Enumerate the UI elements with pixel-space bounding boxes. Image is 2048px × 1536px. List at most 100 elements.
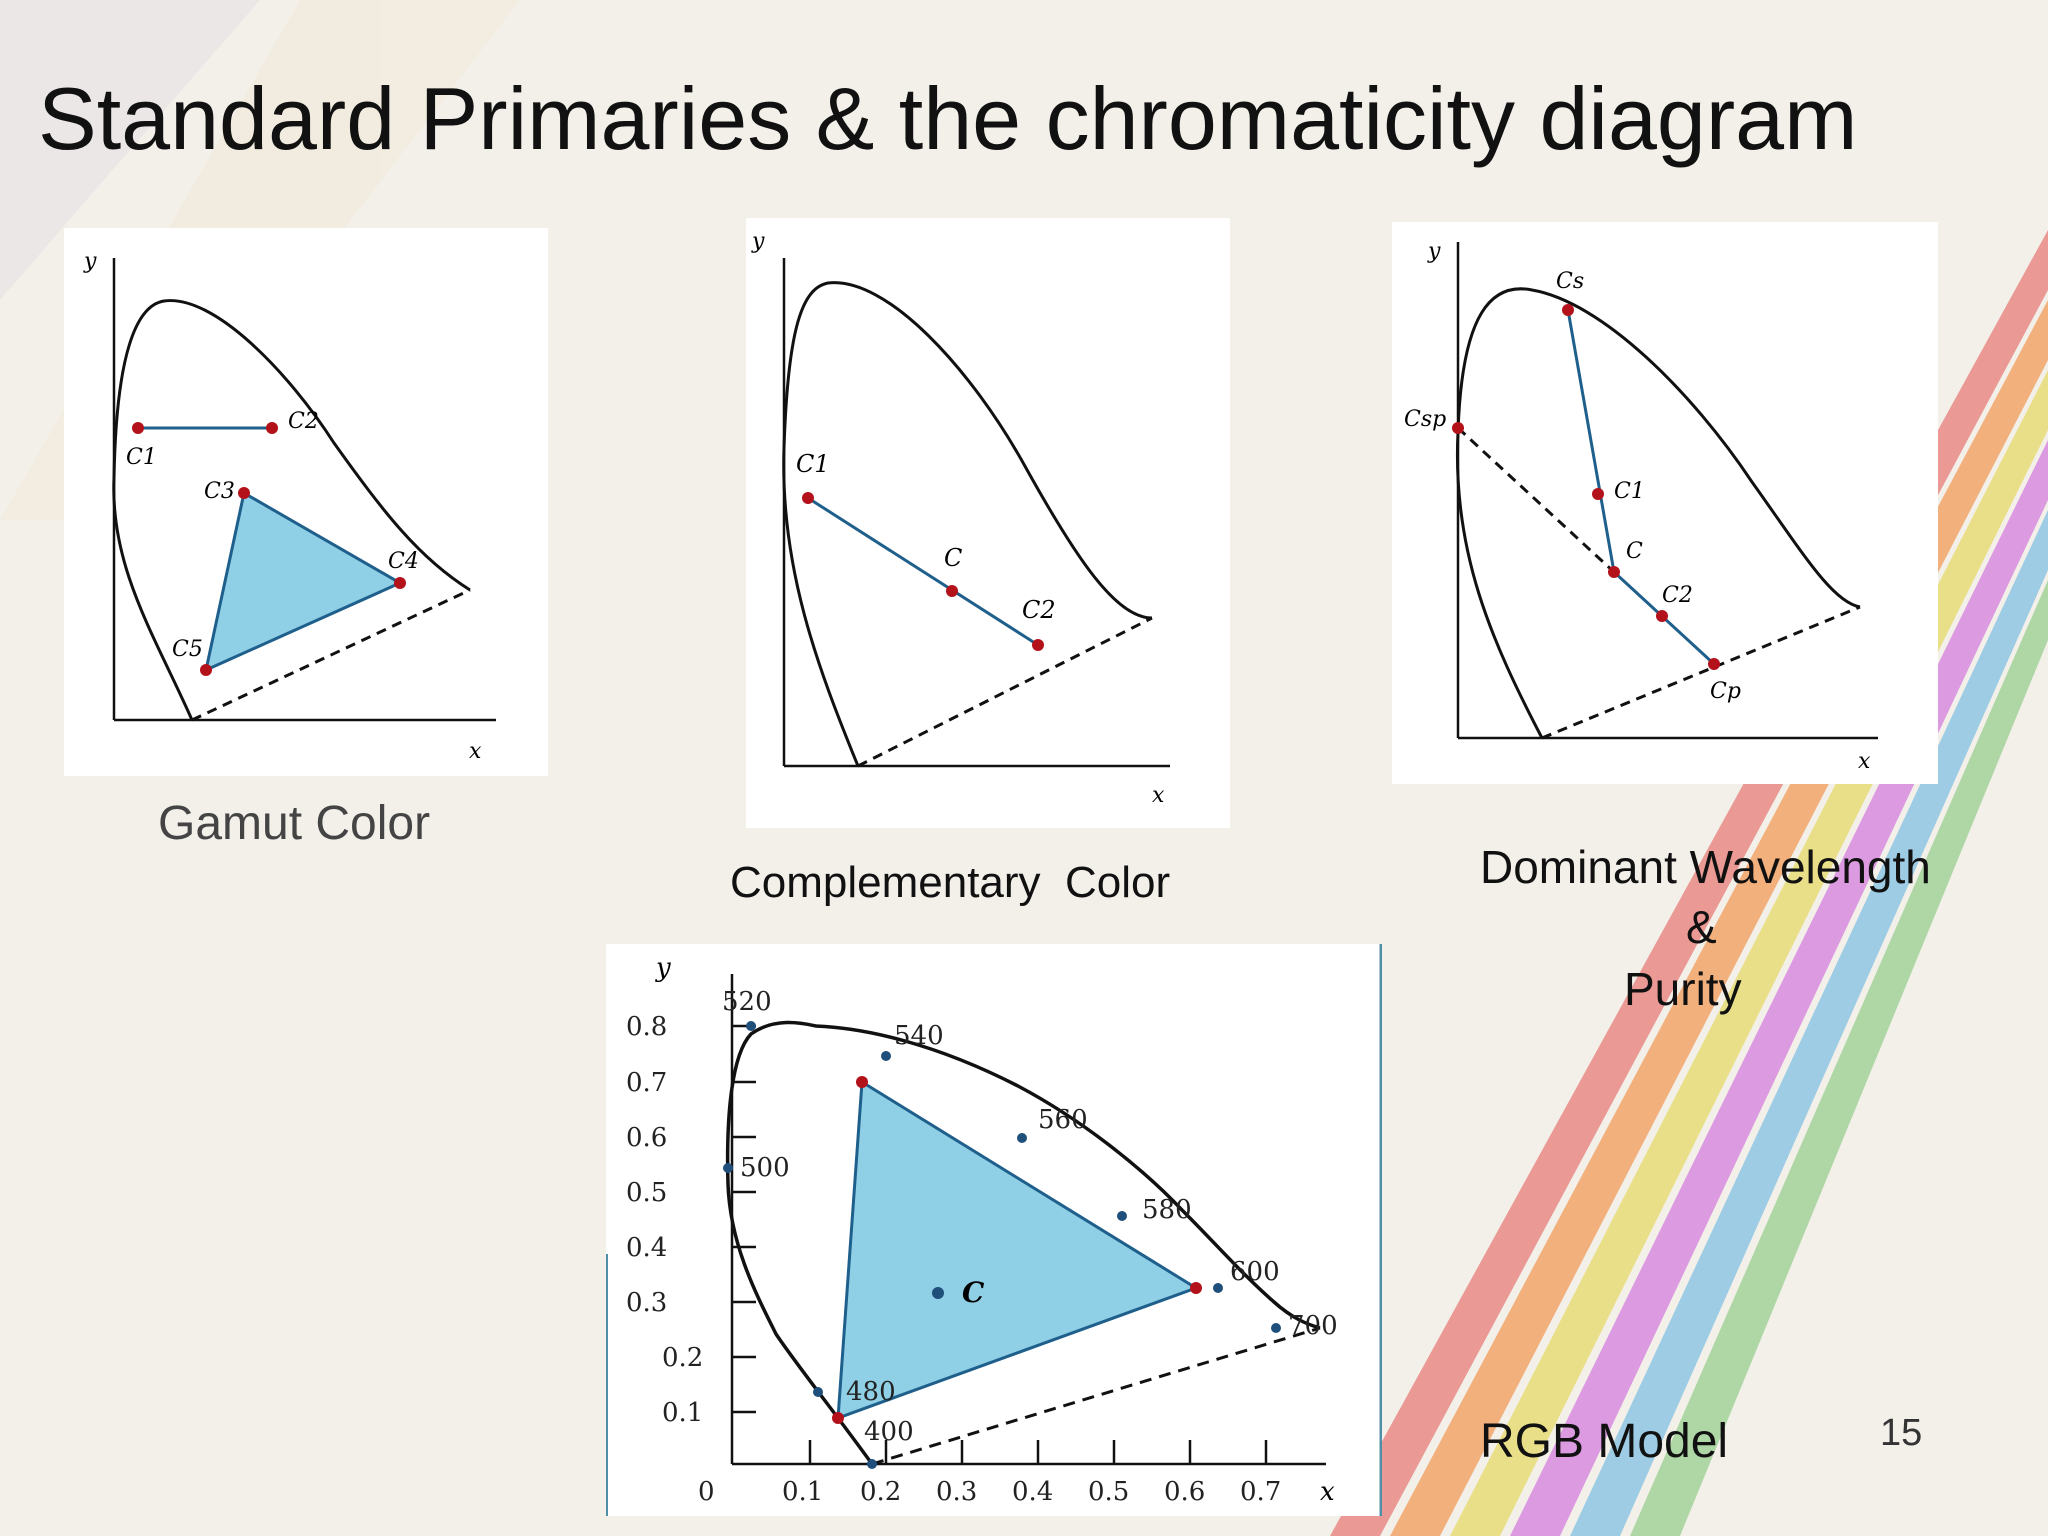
dominant-caption-line3: Purity — [1624, 963, 1742, 1015]
gamut-triangle — [203, 490, 404, 673]
y-tick-0.1: 0.1 — [662, 1398, 703, 1428]
x-tick-0.1: 0.1 — [782, 1477, 823, 1507]
gamut-diagram: y x C1 C2 C3 C4 C5 — [83, 249, 496, 764]
wl-540-point — [881, 1051, 891, 1061]
purple-line — [191, 588, 471, 722]
point-green-primary — [856, 1076, 868, 1088]
point-c2 — [1656, 610, 1668, 622]
y-tick-0.3: 0.3 — [626, 1288, 667, 1318]
wl-520-label: 520 — [722, 987, 772, 1017]
point-c4 — [394, 577, 406, 589]
wl-400-label: 400 — [864, 1417, 914, 1447]
axis-y-label: y — [1427, 239, 1441, 264]
wl-560-label: 560 — [1038, 1105, 1088, 1135]
cs-c-line — [1566, 309, 1616, 573]
point-c — [946, 585, 958, 597]
spectral-locus — [1455, 287, 1861, 739]
wl-580-point — [1117, 1211, 1127, 1221]
complementary-diagram: y x C1 C C2 — [751, 229, 1170, 808]
label-csp: Csp — [1404, 407, 1446, 432]
complementary-line — [807, 496, 1039, 647]
label-cp: Cp — [1710, 679, 1741, 704]
dominant-diagram: y x Cs Csp C1 C C2 Cp — [1404, 239, 1878, 774]
label-c1: C1 — [126, 445, 157, 470]
point-c2 — [1032, 639, 1044, 651]
axis-y-label: y — [751, 229, 765, 254]
wl-600-point — [1213, 1283, 1223, 1293]
label-c: C — [1626, 539, 1643, 564]
y-tick-0.6: 0.6 — [626, 1123, 667, 1153]
rgb-gamut-triangle — [836, 1079, 1200, 1421]
point-c — [1608, 566, 1620, 578]
x-tick-0.4: 0.4 — [1012, 1477, 1053, 1507]
y-tick-labels: 0.8 0.7 0.6 0.5 0.4 0.3 0.2 0.1 — [626, 1012, 703, 1428]
dominant-caption-line1: Dominant Wavelength — [1480, 841, 1931, 893]
wl-600-label: 600 — [1230, 1257, 1280, 1287]
label-c2: C2 — [288, 409, 319, 434]
axis-x-label: x — [1320, 1477, 1335, 1507]
wl-400-point — [867, 1459, 877, 1469]
label-center-c: C — [962, 1276, 985, 1309]
axis-x-label: x — [469, 739, 482, 764]
x-tick-0.7: 0.7 — [1240, 1477, 1281, 1507]
axis-x-label: x — [1858, 749, 1871, 774]
label-c2: C2 — [1662, 583, 1693, 608]
purple-line — [871, 1326, 1321, 1466]
wl-580-label: 580 — [1142, 1195, 1192, 1225]
purple-line — [857, 616, 1153, 768]
label-c3: C3 — [204, 479, 235, 504]
y-tick-0.5: 0.5 — [626, 1178, 667, 1208]
axis-y-label: y — [655, 953, 671, 983]
point-cp — [1708, 658, 1720, 670]
point-white-c — [932, 1287, 944, 1299]
point-c5 — [200, 664, 212, 676]
axis-x-label: x — [1152, 783, 1165, 808]
gamut-diagram-panel: y x C1 C2 C3 C4 C5 — [64, 228, 548, 776]
point-blue-primary — [832, 1412, 844, 1424]
y-tick-0.7: 0.7 — [626, 1068, 667, 1098]
point-red-primary — [1190, 1282, 1202, 1294]
spectral-locus — [112, 299, 471, 721]
wl-520-point — [746, 1021, 756, 1031]
x-ticks — [808, 1440, 1268, 1464]
x-tick-0.6: 0.6 — [1164, 1477, 1205, 1507]
rgb-caption: RGB Model — [1480, 1415, 1729, 1468]
wl-700-point — [1271, 1323, 1281, 1333]
page-number: 15 — [1880, 1412, 1923, 1454]
slide-title: Standard Primaries & the chromaticity di… — [38, 69, 1858, 168]
point-c1 — [132, 422, 144, 434]
stripe-green — [1630, 580, 2048, 1536]
spectral-locus — [782, 281, 1153, 767]
y-tick-0.2: 0.2 — [662, 1343, 703, 1373]
spectral-locus — [725, 1020, 1321, 1466]
label-c4: C4 — [388, 549, 419, 574]
dominant-diagram-panel: y x Cs Csp C1 C C2 Cp — [1392, 222, 1938, 784]
wl-540-label: 540 — [894, 1021, 944, 1051]
axis-y-label: y — [83, 249, 97, 274]
label-c1: C1 — [796, 450, 830, 478]
x-tick-labels: 0 0.1 0.2 0.3 0.4 0.5 0.6 0.7 — [698, 1477, 1281, 1507]
gamut-caption: Gamut Color — [158, 797, 431, 850]
point-cs — [1562, 304, 1574, 316]
x-tick-0: 0 — [698, 1477, 715, 1507]
wl-480-label: 480 — [846, 1377, 896, 1407]
point-csp — [1452, 422, 1464, 434]
label-cs: Cs — [1556, 269, 1584, 294]
x-tick-0.2: 0.2 — [860, 1477, 901, 1507]
rgb-diagram-panel: 0.8 0.7 0.6 0.5 0.4 0.3 0.2 0.1 0 0.1 0.… — [606, 944, 1383, 1516]
purple-line — [1541, 605, 1861, 740]
x-tick-0.3: 0.3 — [936, 1477, 977, 1507]
complementary-caption: Complementary Color — [730, 858, 1171, 907]
y-tick-0.8: 0.8 — [626, 1012, 667, 1042]
label-c2: C2 — [1022, 596, 1056, 624]
point-c2 — [266, 422, 278, 434]
wl-560-point — [1017, 1133, 1027, 1143]
y-ticks — [732, 1024, 756, 1414]
label-c5: C5 — [172, 637, 203, 662]
point-c3 — [238, 487, 250, 499]
x-tick-0.5: 0.5 — [1088, 1477, 1129, 1507]
rgb-diagram: 0.8 0.7 0.6 0.5 0.4 0.3 0.2 0.1 0 0.1 0.… — [606, 944, 1383, 1516]
csp-c-line — [1456, 426, 1616, 574]
point-c1 — [1592, 488, 1604, 500]
dominant-caption-line2: & — [1686, 901, 1717, 953]
